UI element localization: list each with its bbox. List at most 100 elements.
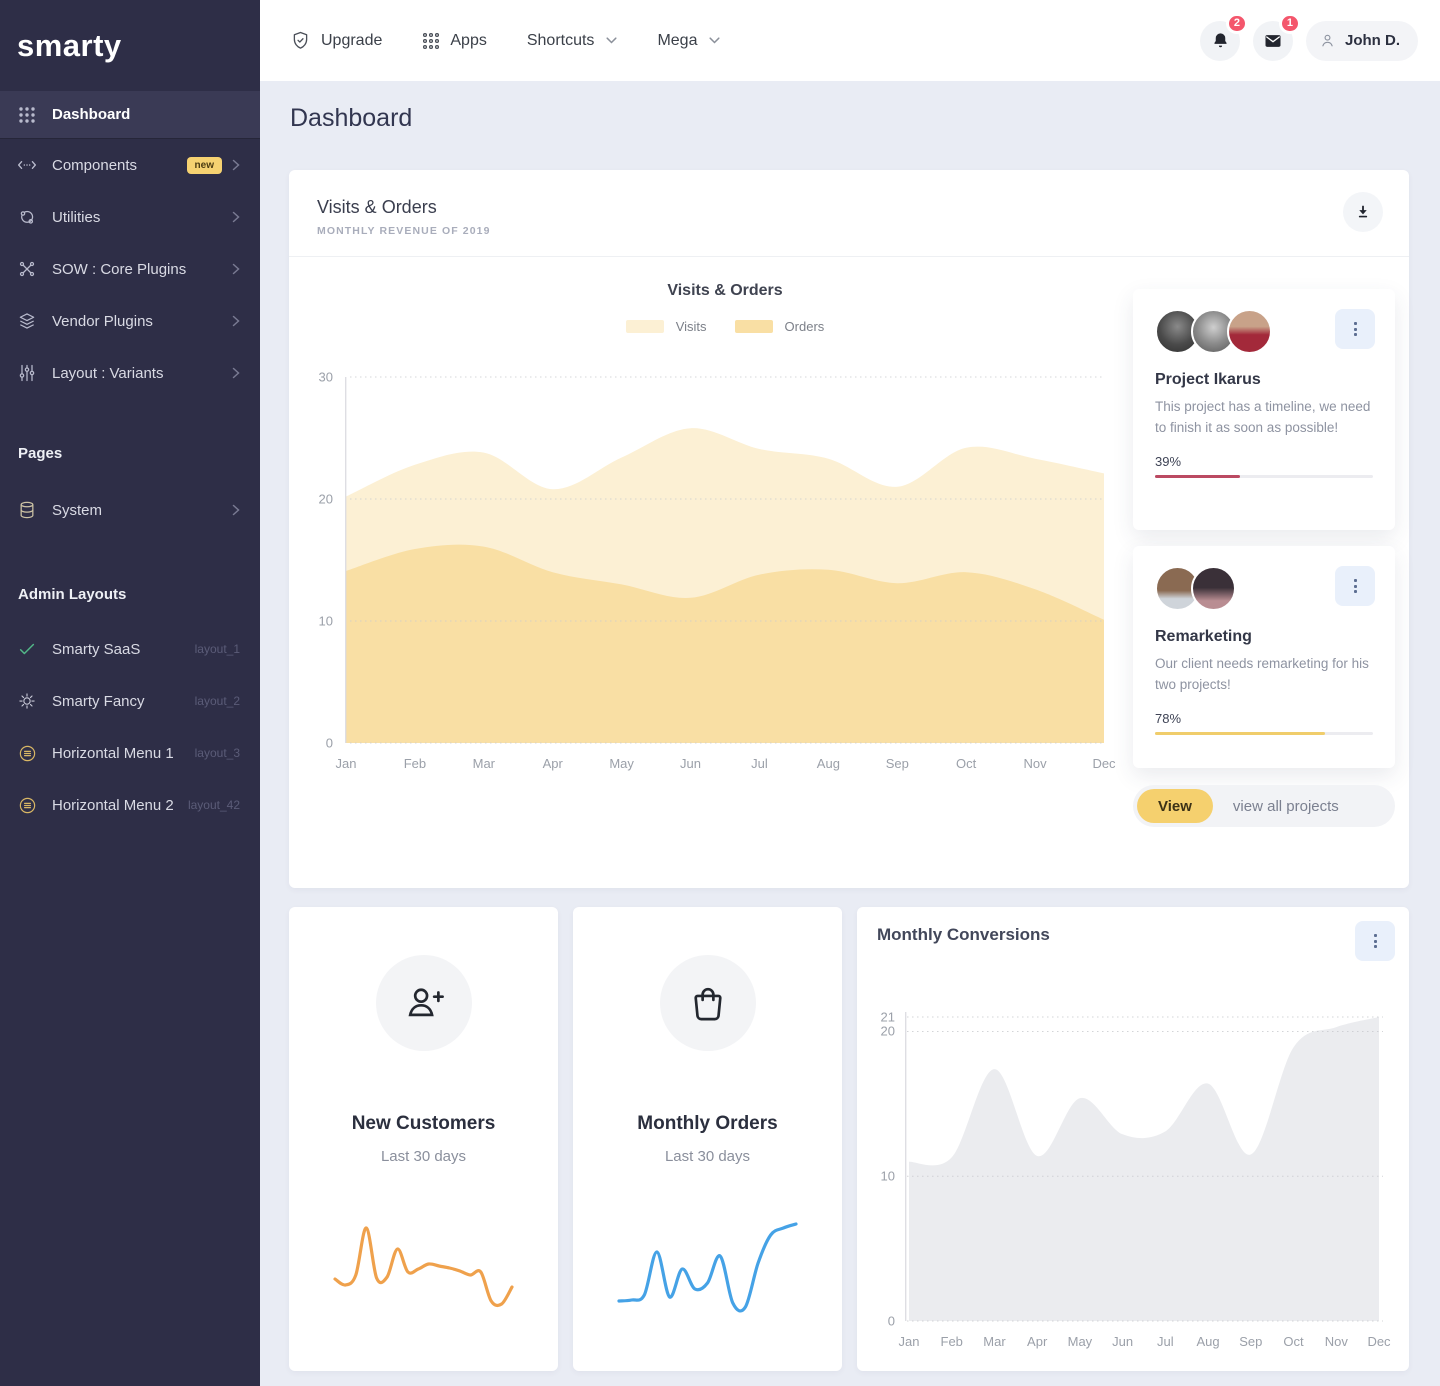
sidebar-item-label: Horizontal Menu 2 [52,796,174,814]
progress-bar [1155,731,1373,735]
sidebar-heading-admin-layouts: Admin Layouts [18,586,127,603]
new-customers-card: New Customers Last 30 days [289,907,558,1371]
more-options-button[interactable] [1355,921,1395,961]
visits-orders-chart: 0 10 20 30 Jan Feb Mar Apr May Jun Jul Aug Sep Oct No… [318,369,1116,772]
user-plus-icon [401,980,447,1026]
more-options-button[interactable] [1335,566,1375,606]
chevron-right-icon [232,159,240,171]
projects-footer: View view all projects [1133,785,1395,827]
network-icon [17,259,37,279]
chart-legend: Visits Orders [345,319,1105,334]
avatar [1155,309,1200,354]
monthly-orders-sparkline [617,1222,798,1313]
sidebar-item-label: Smarty Fancy [52,692,145,710]
stat-subtitle: Last 30 days [664,1148,751,1165]
monthly-conversions-chart: 0 10 20 21 Jan Feb Mar Apr May Jun Jul Aug Sep Oct No… [880,1009,1391,1350]
grid-dots-icon [17,105,37,125]
sidebar-item-vendor-plugins[interactable]: Vendor Plugins [0,295,260,347]
layout-tag: layout_42 [187,798,240,812]
sidebar-item-system[interactable]: System [0,484,260,536]
user-icon [1319,32,1336,49]
nav-upgrade[interactable]: Upgrade [290,30,382,51]
project-card-remarketing: Remarketing Our client needs remarketing… [1133,546,1395,768]
chevron-right-icon [232,367,240,379]
sidebar-item-smarty-saas[interactable]: Smarty SaaS layout_1 [0,623,260,675]
legend-swatch [625,320,664,333]
legend-label: Visits [675,319,707,334]
envelope-icon [1263,31,1283,51]
nav-label: Shortcuts [526,31,595,49]
stat-subtitle: Last 30 days [380,1148,467,1165]
sidebar-item-horizontal-menu-2[interactable]: Horizontal Menu 2 layout_42 [0,779,260,831]
avatar-group [1155,309,1373,354]
layout-tag: layout_1 [194,642,240,656]
sidebar-heading-pages: Pages [18,445,63,462]
sidebar-item-smarty-fancy[interactable]: Smarty Fancy layout_2 [0,675,260,727]
topbar: Upgrade Apps Shortcuts Mega 2 1 [260,0,1440,81]
legend-item-visits: Visits [625,319,707,334]
card-title: Monthly Conversions [877,925,1050,944]
sidebar-item-label: System [52,501,103,519]
chevron-right-icon [232,504,240,516]
progress-fill [1155,474,1241,478]
chevron-down-icon [606,37,617,44]
messages-button[interactable]: 1 [1253,12,1301,61]
chevron-right-icon [232,211,240,223]
layers-icon [17,311,37,331]
nav-mega[interactable]: Mega [657,31,721,50]
progress-bar [1155,474,1373,478]
user-name: John D. [1345,32,1400,49]
progress-percent: 78% [1155,710,1182,726]
project-description: This project has a timeline, we need to … [1155,399,1371,435]
sidebar-item-utilities[interactable]: Utilities [0,191,260,243]
page-title: Dashboard [290,104,413,132]
shield-check-icon [290,30,311,51]
sidebar-item-label: Dashboard [52,106,131,123]
sidebar-item-sow-core-plugins[interactable]: SOW : Core Plugins [0,243,260,295]
chevron-down-icon [709,37,721,44]
new-badge: new [186,156,222,174]
progress-fill [1155,731,1326,735]
project-card-ikarus: Project Ikarus This project has a timeli… [1133,289,1395,530]
sidebar-item-dashboard[interactable]: Dashboard [0,91,260,139]
sidebar-item-label: Horizontal Menu 1 [52,744,174,762]
project-title: Project Ikarus [1155,371,1261,388]
nav-apps[interactable]: Apps [422,31,487,50]
icon-circle [659,955,756,1051]
sidebar-item-components[interactable]: Components new [0,139,260,191]
sidebar-item-label: Vendor Plugins [52,312,153,330]
notifications-button[interactable]: 2 [1200,12,1248,61]
card-title: Visits & Orders [317,197,437,217]
nav-label: Apps [450,31,487,49]
more-options-button[interactable] [1335,309,1375,349]
avatar [1227,309,1272,354]
sidebar-item-horizontal-menu-1[interactable]: Horizontal Menu 1 layout_3 [0,727,260,779]
code-icon [17,155,37,175]
nav-shortcuts[interactable]: Shortcuts [527,32,618,50]
legend-swatch [734,320,773,333]
database-icon [17,500,37,520]
sliders-icon [17,363,37,383]
nav-label: Mega [657,31,698,49]
gear-icon [17,691,37,711]
message-count-badge: 1 [1278,12,1301,34]
card-subtitle: MONTHLY REVENUE OF 2019 [317,225,491,237]
monthly-conversions-card: Monthly Conversions 0 10 20 21 Jan Feb Mar Apr… [857,907,1409,1371]
stat-title: New Customers [351,1113,496,1134]
download-button[interactable] [1343,192,1383,232]
avatar-group [1155,566,1373,611]
sidebar-item-layout-variants[interactable]: Layout : Variants [0,347,260,399]
icon-circle [375,955,472,1051]
app-logo: smarty [17,27,122,63]
user-menu[interactable]: John D. [1306,20,1418,61]
nodes-circle-icon [17,207,37,227]
view-all-projects-link[interactable]: view all projects [1232,797,1339,815]
sidebar-item-label: Utilities [52,208,101,226]
menu-circle-icon [17,743,37,763]
stat-title: Monthly Orders [637,1113,778,1134]
visits-orders-card: Visits & Orders MONTHLY REVENUE OF 2019 … [289,170,1409,888]
view-button[interactable]: View [1137,789,1213,823]
sidebar-item-label: SOW : Core Plugins [52,260,187,278]
sidebar: smarty Dashboard Components new Utilitie… [0,0,260,1386]
chevron-right-icon [232,315,240,327]
